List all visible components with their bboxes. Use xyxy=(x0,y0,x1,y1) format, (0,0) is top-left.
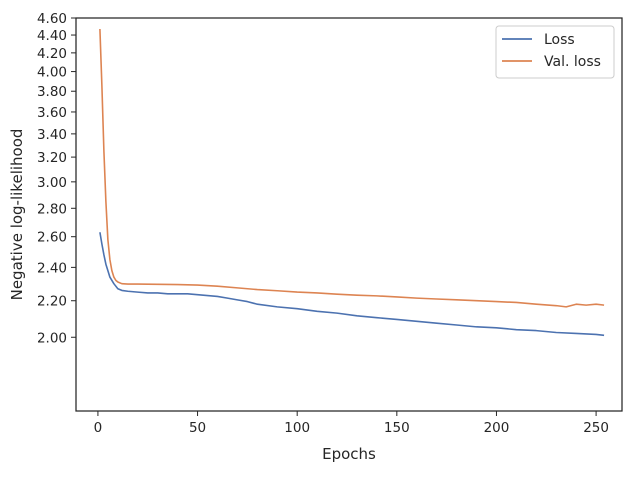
y-tick-label: 2.60 xyxy=(37,230,67,246)
ticks-layer: 0 50 100 150 200 250 2.00 2.20 2.40 2.60 2.80 3.00 3… xyxy=(37,11,609,436)
y-tick-label: 2.00 xyxy=(37,330,67,346)
y-tick-label: 2.40 xyxy=(37,260,67,276)
x-tick-label: 0 xyxy=(94,420,103,436)
series-line-loss xyxy=(99,232,605,337)
y-axis-label: Negative log-likelihood xyxy=(8,129,26,301)
y-tick-label: 3.20 xyxy=(37,150,67,166)
legend-label: Val. loss xyxy=(544,54,601,70)
y-tick-label: 3.60 xyxy=(37,105,67,121)
x-tick-label: 100 xyxy=(284,420,310,436)
legend: Loss Val. loss xyxy=(495,25,615,79)
y-tick-label: 4.00 xyxy=(37,65,67,81)
y-tick-label: 2.20 xyxy=(37,294,67,310)
x-tick-label: 150 xyxy=(384,420,410,436)
y-tick-label: 3.40 xyxy=(37,127,67,143)
y-tick-label: 3.80 xyxy=(37,84,67,100)
x-tick-label: 200 xyxy=(484,420,510,436)
x-tick-label: 50 xyxy=(189,420,206,436)
y-tick-label: 3.00 xyxy=(37,175,67,191)
y-tick-label: 4.40 xyxy=(37,28,67,44)
plot-frame xyxy=(75,17,623,412)
y-tick-label: 4.20 xyxy=(37,46,67,62)
x-axis-label: Epochs xyxy=(322,445,376,463)
x-tick-label: 250 xyxy=(583,420,609,436)
series-line-val-loss xyxy=(99,28,605,308)
y-tick-label: 2.80 xyxy=(37,201,67,217)
series-layer xyxy=(99,28,605,337)
legend-label: Loss xyxy=(544,32,575,48)
y-tick-label: 4.60 xyxy=(37,11,67,27)
